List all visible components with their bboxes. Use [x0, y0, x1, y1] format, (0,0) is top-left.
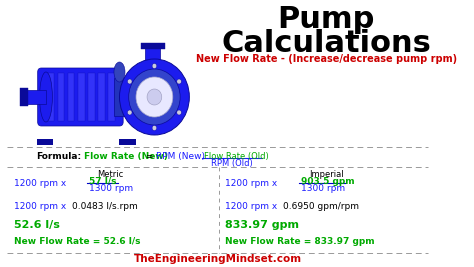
FancyBboxPatch shape: [88, 73, 95, 121]
Circle shape: [152, 125, 157, 131]
Text: 57 l/s: 57 l/s: [89, 177, 117, 186]
Circle shape: [177, 110, 182, 115]
Circle shape: [128, 69, 180, 125]
FancyBboxPatch shape: [78, 73, 84, 121]
Ellipse shape: [114, 62, 125, 82]
Circle shape: [128, 79, 132, 84]
Text: Formula:: Formula:: [36, 152, 81, 161]
FancyBboxPatch shape: [26, 90, 46, 104]
Text: TheEngineeringMindset.com: TheEngineeringMindset.com: [134, 254, 302, 264]
FancyBboxPatch shape: [109, 73, 115, 121]
Circle shape: [128, 110, 132, 115]
Text: Metric: Metric: [97, 170, 123, 179]
Text: 833.97 gpm: 833.97 gpm: [225, 220, 299, 230]
Ellipse shape: [39, 72, 53, 122]
Text: RPM (Old): RPM (Old): [211, 159, 253, 168]
FancyBboxPatch shape: [38, 68, 123, 126]
Text: 1200 rpm x: 1200 rpm x: [225, 179, 277, 188]
FancyBboxPatch shape: [48, 73, 54, 121]
Text: New Flow Rate = 52.6 l/s: New Flow Rate = 52.6 l/s: [14, 237, 140, 246]
FancyBboxPatch shape: [114, 78, 136, 116]
Text: 0.0483 l/s.rpm: 0.0483 l/s.rpm: [72, 202, 137, 211]
Circle shape: [136, 77, 173, 117]
Circle shape: [152, 64, 157, 69]
Text: New Flow Rate = 833.97 gpm: New Flow Rate = 833.97 gpm: [225, 237, 375, 246]
Text: RPM (New): RPM (New): [156, 152, 205, 161]
Text: 0.6950 gpm/rpm: 0.6950 gpm/rpm: [283, 202, 359, 211]
FancyBboxPatch shape: [20, 88, 27, 106]
FancyBboxPatch shape: [68, 73, 74, 121]
FancyBboxPatch shape: [98, 73, 105, 121]
FancyBboxPatch shape: [145, 47, 160, 77]
Circle shape: [119, 59, 189, 135]
Text: Calculations: Calculations: [221, 29, 431, 58]
FancyBboxPatch shape: [37, 139, 53, 145]
Text: 1200 rpm x: 1200 rpm x: [225, 202, 277, 211]
Text: 1200 rpm x: 1200 rpm x: [14, 202, 66, 211]
Text: 52.6 l/s: 52.6 l/s: [14, 220, 60, 230]
FancyBboxPatch shape: [141, 43, 164, 49]
Text: New Flow Rate - (Increase/decrease pump rpm): New Flow Rate - (Increase/decrease pump …: [196, 54, 457, 64]
Circle shape: [177, 79, 182, 84]
Text: 1300 rpm: 1300 rpm: [89, 184, 133, 193]
Text: 1200 rpm x: 1200 rpm x: [14, 179, 66, 188]
Text: Pump: Pump: [278, 5, 375, 34]
Text: Flow Rate (New): Flow Rate (New): [83, 152, 167, 161]
Text: =: =: [145, 152, 153, 161]
Text: 1300 rpm: 1300 rpm: [301, 184, 345, 193]
Text: Flow Rate (Old): Flow Rate (Old): [204, 152, 269, 161]
FancyBboxPatch shape: [58, 73, 64, 121]
FancyBboxPatch shape: [119, 139, 136, 145]
Text: 903.5 gpm: 903.5 gpm: [301, 177, 354, 186]
Circle shape: [147, 89, 162, 105]
Text: Imperial: Imperial: [309, 170, 344, 179]
